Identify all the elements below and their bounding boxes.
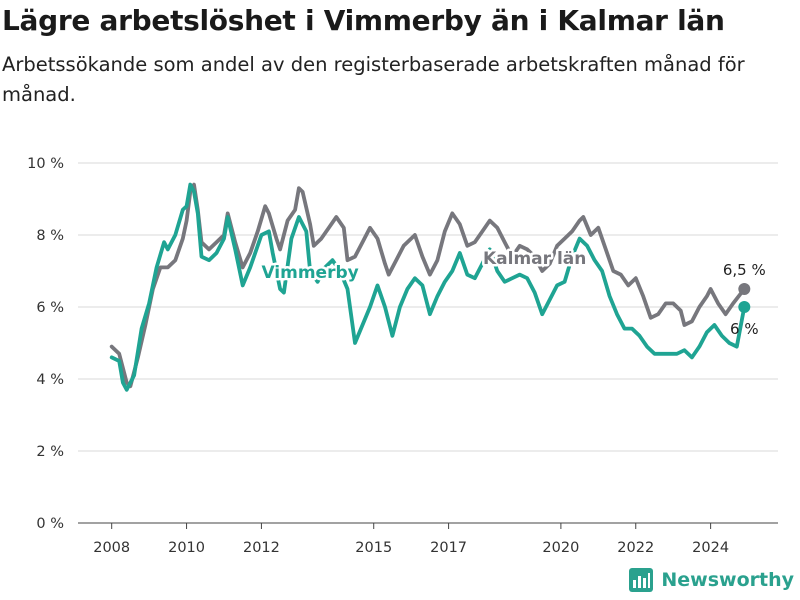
x-tick-label: 2008 — [93, 540, 130, 556]
x-tick-label: 2020 — [542, 540, 579, 556]
series-end-label-kalmar-lan: 6,5 % — [723, 261, 766, 279]
chart-title: Lägre arbetslöshet i Vimmerby än i Kalma… — [2, 4, 725, 37]
brand-logo: Newsworthy — [629, 568, 794, 592]
y-tick-label: 8 % — [36, 228, 64, 244]
series-end-marker-kalmar-lan — [738, 283, 751, 295]
series-line-kalmar-lan — [109, 182, 747, 389]
x-tick-label: 2012 — [243, 540, 280, 556]
series-end-marker-vimmerby — [738, 301, 751, 313]
y-tick-label: 4 % — [36, 372, 64, 388]
y-tick-label: 10 % — [27, 156, 64, 172]
brand-name: Newsworthy — [661, 569, 794, 591]
series-label-vimmerby: Vimmerby — [261, 263, 358, 283]
y-tick-label: 6 % — [36, 300, 64, 316]
x-tick-label: 2010 — [168, 540, 205, 556]
series-line-vimmerby — [109, 182, 747, 392]
x-tick-label: 2024 — [692, 540, 729, 556]
x-tick-label: 2015 — [355, 540, 392, 556]
series-end-label-vimmerby: 6 % — [730, 320, 759, 338]
chart-subtitle: Arbetssökande som andel av den registerb… — [2, 53, 745, 106]
y-tick-label: 0 % — [36, 516, 64, 532]
x-tick-label: 2022 — [617, 540, 654, 556]
series-label-kalmar-lan: Kalmar län — [483, 249, 586, 269]
y-tick-label: 2 % — [36, 444, 64, 460]
newsworthy-logo-icon — [629, 568, 654, 592]
x-tick-label: 2017 — [430, 540, 467, 556]
